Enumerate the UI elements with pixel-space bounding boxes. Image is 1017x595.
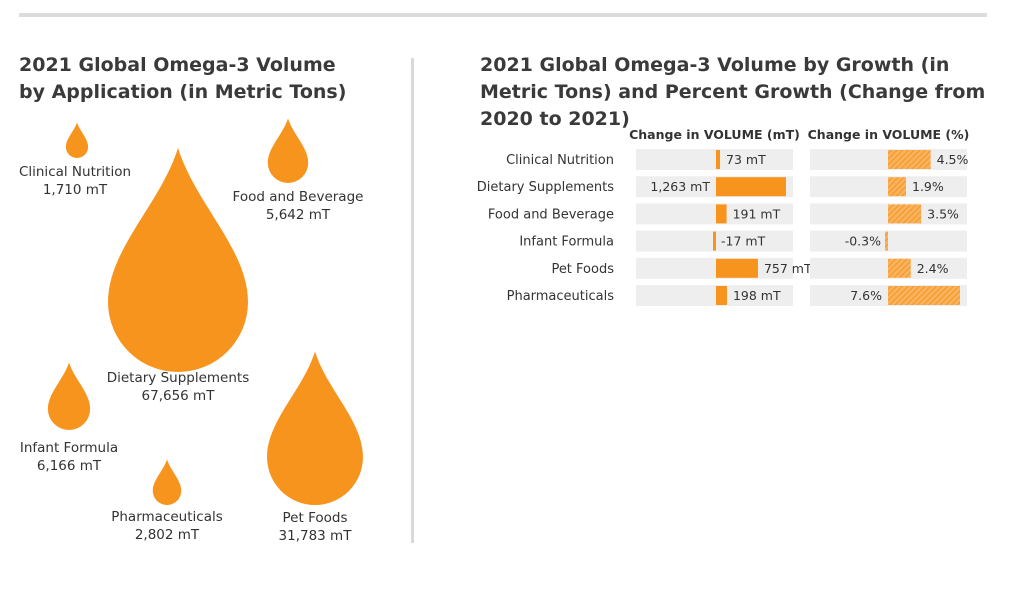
panel-divider: [411, 58, 414, 543]
drop-value-clinical-nutrition: 1,710 mT: [43, 182, 108, 198]
bar-label-pct-pharmaceuticals: 7.6%: [850, 288, 882, 303]
drop-food-and-beverage: [267, 118, 309, 183]
bars-layer: Change in VOLUME (mT) Change in VOLUME (%…: [477, 127, 970, 306]
bar-mt-food-and-beverage: [716, 204, 727, 224]
drop-label-pharmaceuticals: Pharmaceuticals: [111, 509, 223, 525]
bar-pct-pharmaceuticals: [888, 286, 960, 305]
drop-label-clinical-nutrition: Clinical Nutrition: [19, 164, 131, 180]
drop-value-pharmaceuticals: 2,802 mT: [135, 527, 200, 543]
bar-mt-pet-foods: [716, 258, 758, 278]
drop-label-infant-formula: Infant Formula: [20, 440, 118, 456]
column-header-volume-mt: Change in VOLUME (mT): [629, 127, 800, 142]
bar-pct-infant-formula: [885, 231, 888, 251]
bar-label-pct-dietary-supplements: 1.9%: [912, 179, 944, 194]
drop-value-food-and-beverage: 5,642 mT: [266, 207, 331, 223]
category-label-pharmaceuticals: Pharmaceuticals: [507, 289, 615, 304]
bar-label-mt-infant-formula: -17 mT: [721, 234, 766, 249]
bar-track-mt-food-and-beverage: [636, 203, 793, 225]
top-rule: [19, 13, 987, 17]
bar-mt-dietary-supplements: [716, 177, 786, 197]
drop-value-infant-formula: 6,166 mT: [37, 458, 102, 474]
bar-pct-clinical-nutrition: [888, 150, 931, 169]
bar-pct-food-and-beverage: [888, 204, 922, 224]
drop-value-pet-foods: 31,783 mT: [279, 528, 353, 544]
category-label-clinical-nutrition: Clinical Nutrition: [506, 153, 614, 168]
bar-label-mt-food-and-beverage: 191 mT: [733, 206, 781, 221]
bar-track-mt-pharmaceuticals: [636, 285, 793, 306]
drop-label-food-and-beverage: Food and Beverage: [233, 189, 364, 205]
bar-label-pct-food-and-beverage: 3.5%: [927, 206, 959, 221]
bar-label-pct-pet-foods: 2.4%: [917, 261, 949, 276]
right-chart-title: 2021 Global Omega-3 Volume by Growth (in…: [480, 54, 986, 130]
bar-mt-infant-formula: [713, 231, 716, 251]
column-header-volume-pct: Change in VOLUME (%): [808, 127, 970, 142]
drop-dietary-supplements: [108, 148, 248, 372]
drop-infant-formula: [47, 362, 91, 430]
drop-label-dietary-supplements: Dietary Supplements: [107, 370, 250, 386]
bar-label-mt-pharmaceuticals: 198 mT: [733, 288, 781, 303]
drop-clinical-nutrition: [65, 122, 89, 158]
bar-mt-clinical-nutrition: [716, 150, 721, 169]
bar-track-mt-clinical-nutrition: [636, 149, 793, 170]
category-label-infant-formula: Infant Formula: [519, 235, 614, 250]
bar-label-mt-clinical-nutrition: 73 mT: [726, 152, 766, 167]
bar-label-pct-clinical-nutrition: 4.5%: [937, 152, 969, 167]
drops-layer: Clinical Nutrition 1,710 mT Food and Bever…: [19, 118, 364, 544]
left-chart-title: 2021 Global Omega-3 Volume by Applicatio…: [19, 54, 347, 103]
bar-label-mt-pet-foods: 757 mT: [764, 261, 812, 276]
category-label-dietary-supplements: Dietary Supplements: [477, 180, 614, 195]
drop-pet-foods: [267, 351, 363, 506]
drop-value-dietary-supplements: 67,656 mT: [142, 388, 216, 404]
bar-pct-pet-foods: [888, 258, 911, 278]
category-label-food-and-beverage: Food and Beverage: [488, 207, 614, 222]
drop-label-pet-foods: Pet Foods: [283, 510, 348, 526]
category-label-pet-foods: Pet Foods: [551, 262, 614, 277]
bar-pct-dietary-supplements: [888, 177, 906, 197]
drop-pharmaceuticals: [152, 459, 182, 505]
bar-label-mt-dietary-supplements: 1,263 mT: [650, 179, 710, 194]
bar-label-pct-infant-formula: -0.3%: [845, 234, 881, 249]
bar-track-pct-infant-formula: [810, 230, 967, 252]
bar-mt-pharmaceuticals: [716, 286, 727, 305]
